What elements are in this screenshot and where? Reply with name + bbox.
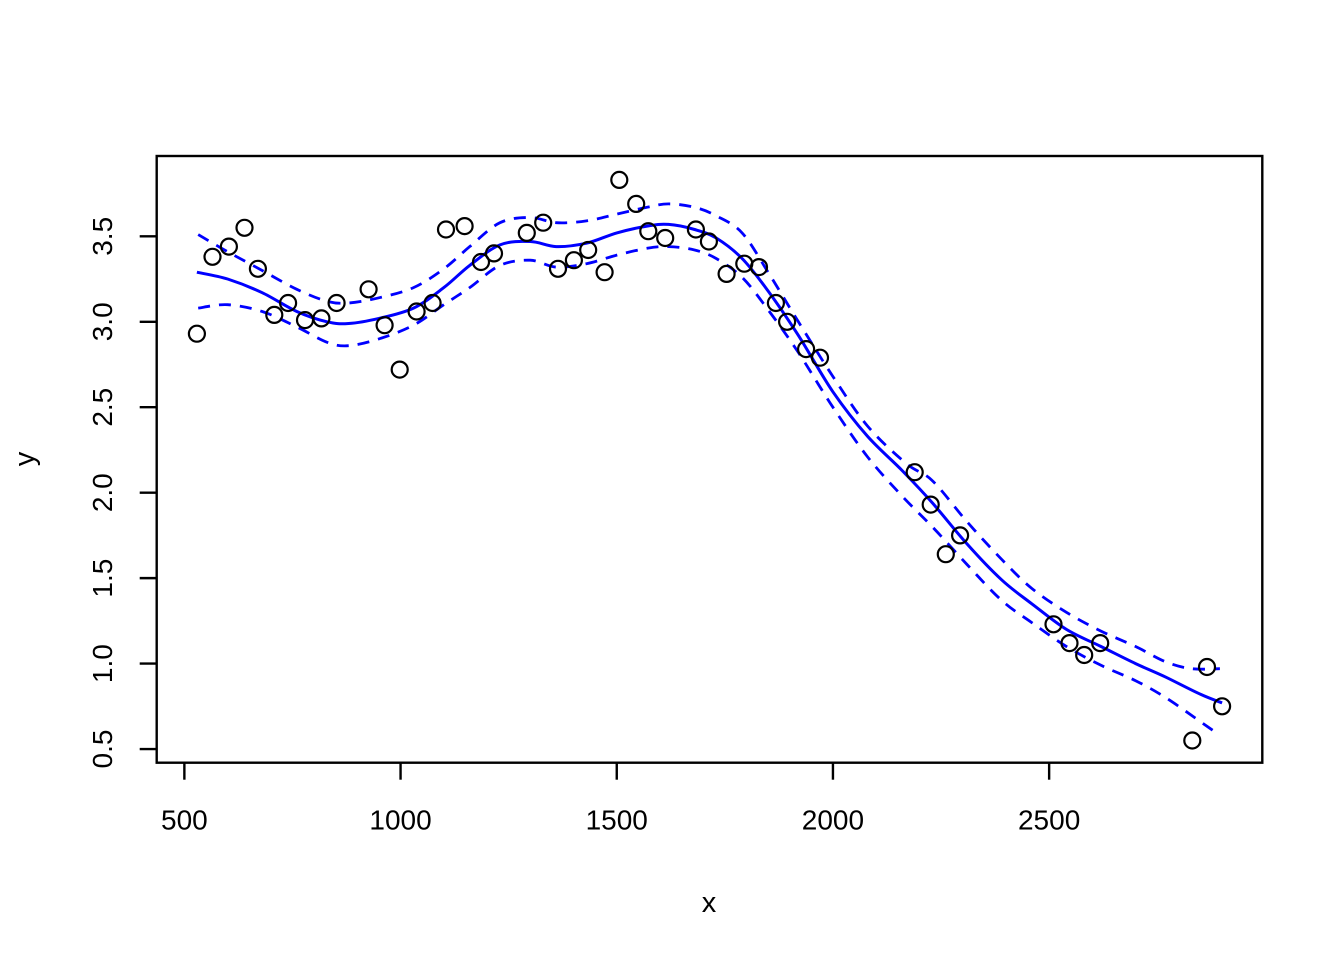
data-point (534, 213, 553, 232)
y-axis-tick-label: 1.0 (87, 644, 118, 683)
data-point (265, 305, 284, 324)
data-point (936, 545, 955, 564)
lower-confidence-band-curve (198, 245, 1221, 737)
data-point (735, 254, 754, 273)
data-point (905, 463, 924, 482)
data-point (564, 251, 584, 270)
data-point (235, 218, 254, 237)
data-point (203, 247, 222, 266)
data-point (455, 217, 474, 236)
x-axis-tick-label: 2500 (1018, 805, 1080, 836)
data-point (610, 170, 629, 189)
x-axis-tick-label: 1000 (369, 805, 431, 836)
data-point (579, 240, 598, 260)
y-axis-tick-label: 2.0 (87, 473, 118, 512)
data-point (749, 258, 769, 277)
data-point (717, 264, 736, 283)
data-point (423, 293, 442, 313)
data-point (359, 280, 378, 299)
plot-border (155, 154, 1264, 764)
data-point (471, 252, 491, 272)
data-point (1044, 615, 1063, 634)
data-point (639, 222, 658, 241)
data-point (484, 244, 504, 263)
data-point (656, 228, 675, 248)
data-point (921, 495, 940, 514)
data-point (248, 259, 267, 278)
data-point (595, 263, 614, 282)
data-point (796, 340, 816, 359)
data-point (219, 237, 238, 256)
data-point (187, 324, 206, 343)
data-point (517, 223, 536, 242)
data-point (766, 293, 786, 313)
data-point (279, 293, 298, 313)
data-point (390, 360, 409, 379)
data-point (627, 194, 646, 213)
data-point (699, 232, 719, 251)
data-point (436, 220, 456, 239)
y-axis-title: y (9, 451, 41, 466)
y-axis-tick-label: 2.5 (87, 388, 118, 427)
data-point (686, 220, 706, 239)
y-axis-tick-label: 3.0 (87, 302, 118, 341)
data-point (777, 312, 797, 331)
y-axis-tick-label: 0.5 (87, 730, 118, 769)
loess-fit-curve (196, 222, 1223, 705)
x-axis-tick-label: 1500 (586, 805, 648, 836)
plot-generated-layer: 500 1000 1500 2000 2500 0.5 1.0 1.5 2.0 2.5 3.0 3.5 (87, 154, 1264, 836)
data-point (950, 526, 970, 545)
data-point (312, 309, 331, 328)
x-axis-tick-label: 500 (161, 805, 208, 836)
data-point (1212, 697, 1232, 716)
data-point (1183, 731, 1202, 750)
data-point (548, 259, 568, 278)
data-point (1075, 645, 1094, 665)
data-point (327, 293, 346, 313)
data-point (1060, 633, 1079, 653)
x-axis-title: x (702, 887, 717, 919)
y-axis-tick-label: 3.5 (87, 217, 118, 256)
data-point (810, 348, 830, 367)
data-point (375, 316, 394, 335)
x-axis-tick-label: 2000 (802, 805, 864, 836)
y-axis-tick-label: 1.5 (87, 559, 118, 598)
data-point (407, 302, 426, 321)
data-point (1197, 657, 1217, 677)
upper-confidence-band-curve (197, 202, 1220, 671)
data-point (1091, 633, 1110, 653)
